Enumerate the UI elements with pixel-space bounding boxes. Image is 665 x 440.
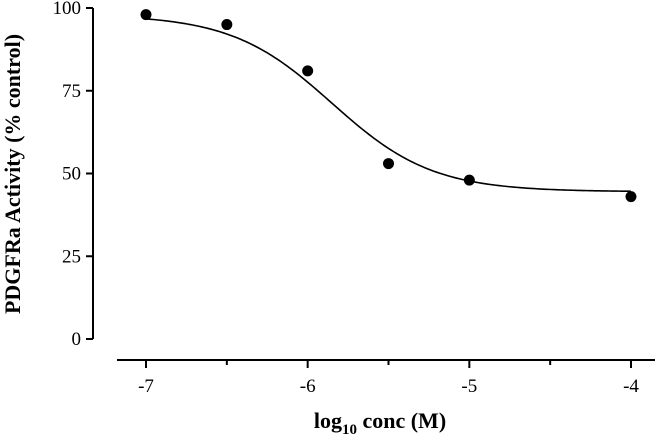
y-axis: 0 25 50 75 100 [53, 0, 94, 350]
x-axis: -7 -6 -5 -4 [117, 359, 655, 397]
y-tick-label: 50 [62, 164, 81, 185]
data-point [383, 158, 394, 170]
data-point [140, 9, 152, 21]
x-axis-title-subscript: 10 [342, 422, 357, 438]
y-tick-label: 0 [72, 329, 82, 350]
y-tick-label: 100 [53, 0, 82, 19]
x-axis-title-suffix: conc (M) [357, 408, 446, 433]
x-tick-label: -7 [138, 376, 154, 397]
fit-curve [145, 18, 632, 193]
fit-curve-layer [145, 18, 632, 193]
data-point [302, 65, 314, 77]
y-tick-label: 25 [62, 246, 81, 267]
x-tick-label: -6 [300, 376, 316, 397]
y-tick-label: 75 [62, 81, 81, 102]
data-point [625, 191, 637, 203]
x-tick-label: -5 [461, 376, 477, 397]
data-point [221, 19, 233, 31]
data-point [463, 174, 475, 186]
x-axis-title: log10 conc (M) [314, 408, 446, 438]
x-axis-title-main: log [314, 408, 342, 433]
x-tick-label: -4 [623, 376, 639, 397]
data-points-layer [140, 9, 637, 203]
y-axis-title: PDGFRa Activity (% control) [0, 34, 25, 314]
